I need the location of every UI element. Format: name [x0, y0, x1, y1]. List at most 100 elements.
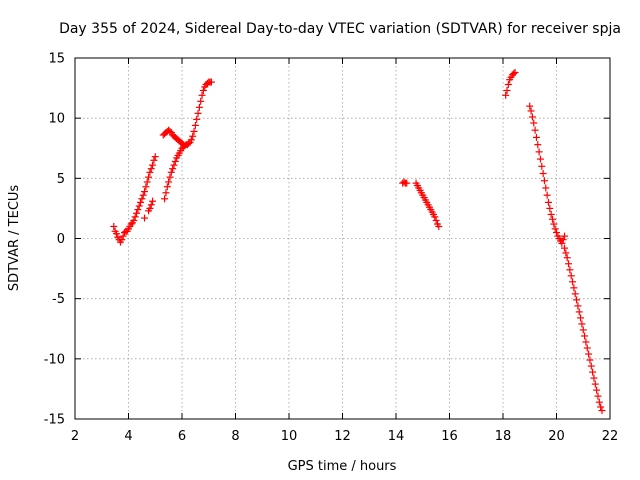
- x-axis-label: GPS time / hours: [288, 459, 397, 474]
- data-point: [586, 356, 594, 364]
- data-point: [582, 338, 590, 346]
- data-point: [579, 326, 587, 334]
- data-point: [142, 183, 150, 191]
- y-tick-label: 10: [48, 112, 65, 127]
- data-point: [199, 86, 207, 94]
- x-tick-label: 22: [602, 429, 619, 444]
- data-point: [112, 230, 120, 238]
- data-point: [550, 220, 558, 228]
- data-points: [110, 68, 606, 415]
- data-point: [163, 183, 171, 191]
- data-point: [597, 403, 605, 411]
- data-point: [566, 266, 574, 274]
- data-point: [551, 225, 559, 233]
- data-point: [542, 184, 550, 192]
- data-point: [563, 254, 571, 262]
- y-tick-label: -10: [44, 352, 65, 367]
- data-point: [532, 133, 540, 141]
- data-point: [561, 232, 569, 240]
- data-point: [139, 191, 147, 199]
- data-point: [150, 156, 158, 164]
- data-point: [162, 189, 170, 197]
- data-point: [149, 197, 157, 205]
- data-point: [534, 141, 542, 149]
- data-point: [118, 236, 126, 244]
- data-point: [169, 165, 177, 173]
- data-point: [146, 204, 154, 212]
- data-point: [194, 109, 202, 117]
- data-point: [147, 165, 155, 173]
- data-point: [133, 209, 141, 217]
- grid: [75, 58, 610, 419]
- data-point: [581, 332, 589, 340]
- data-point: [165, 178, 173, 186]
- x-tick-label: 4: [124, 429, 132, 444]
- x-tick-label: 10: [281, 429, 298, 444]
- data-point: [575, 308, 583, 316]
- data-point: [527, 107, 535, 115]
- data-point: [193, 115, 201, 123]
- data-point: [558, 239, 566, 247]
- x-tick-label: 6: [178, 429, 186, 444]
- data-point: [171, 157, 179, 165]
- x-tick-label: 2: [71, 429, 79, 444]
- data-point: [131, 213, 139, 221]
- data-point: [553, 228, 560, 236]
- data-point: [548, 215, 556, 223]
- x-tick-label: 8: [231, 429, 239, 444]
- data-point: [528, 113, 536, 121]
- data-point: [577, 314, 585, 322]
- axis-ticks: 2 4 6 8 10 12 14 16 18 20 22 -15 -10 -5 0 5 10 15: [44, 52, 619, 445]
- data-point: [511, 68, 519, 76]
- data-point: [187, 136, 195, 144]
- data-point: [432, 216, 440, 224]
- x-tick-label: 12: [334, 429, 351, 444]
- data-point: [567, 272, 575, 280]
- data-point: [189, 132, 197, 140]
- data-point: [544, 198, 552, 206]
- data-point: [135, 202, 143, 210]
- data-point: [526, 102, 534, 110]
- data-point: [595, 398, 603, 406]
- data-point: [110, 222, 118, 230]
- data-point: [589, 368, 597, 376]
- data-point: [504, 80, 512, 88]
- x-tick-label: 14: [388, 429, 405, 444]
- y-tick-label: 0: [57, 232, 65, 247]
- y-tick-label: -15: [44, 413, 65, 428]
- chart-title: Day 355 of 2024, Sidereal Day-to-day VTE…: [59, 21, 621, 37]
- data-point: [198, 91, 206, 99]
- data-point: [190, 127, 198, 135]
- y-axis-label: SDTVAR / TECUs: [7, 185, 22, 292]
- data-point: [531, 126, 539, 134]
- data-point: [191, 121, 199, 129]
- data-point: [539, 170, 547, 178]
- data-point: [141, 214, 149, 222]
- data-point: [562, 249, 570, 257]
- data-point: [435, 222, 443, 230]
- data-point: [161, 195, 169, 203]
- data-point: [147, 201, 155, 209]
- data-point: [598, 407, 606, 415]
- data-point: [565, 260, 573, 268]
- data-point: [535, 148, 543, 156]
- data-point: [547, 210, 555, 218]
- data-point: [559, 236, 567, 244]
- data-point: [569, 278, 577, 286]
- data-point: [510, 70, 518, 78]
- data-point: [138, 195, 146, 203]
- data-point: [502, 91, 510, 99]
- data-point: [587, 362, 595, 370]
- data-point: [593, 386, 601, 394]
- data-point: [590, 374, 598, 382]
- data-point: [431, 213, 439, 221]
- data-point: [197, 97, 205, 105]
- data-point: [149, 161, 157, 169]
- data-point: [146, 168, 154, 176]
- data-point: [166, 173, 174, 181]
- data-point: [583, 344, 591, 352]
- data-point: [141, 188, 149, 196]
- data-point: [594, 392, 602, 400]
- data-point: [530, 119, 538, 127]
